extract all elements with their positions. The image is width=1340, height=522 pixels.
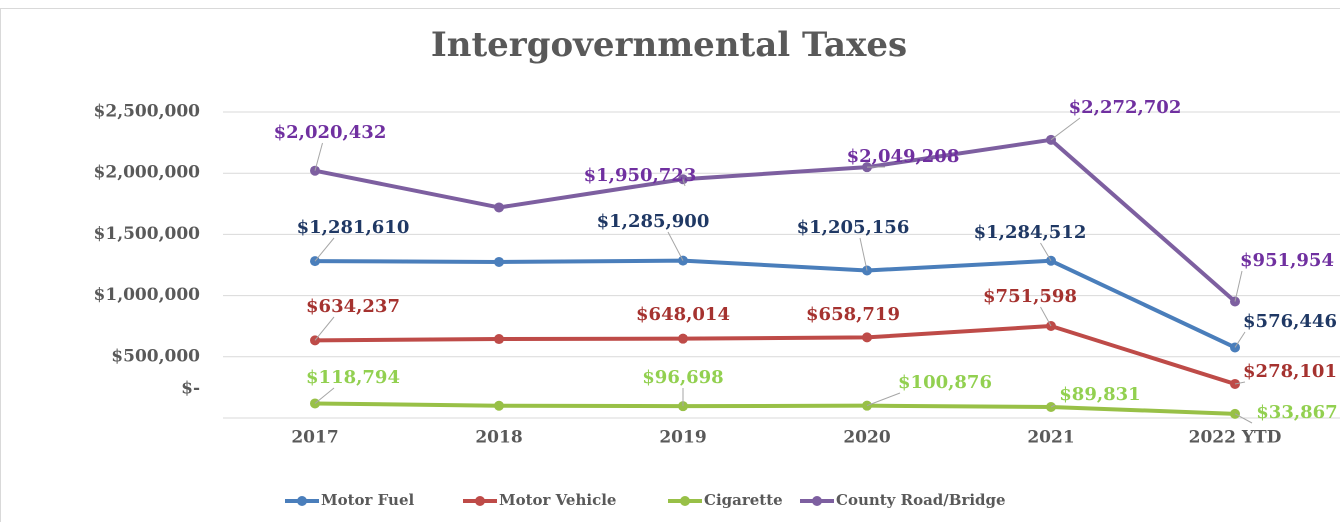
x-tick-label: 2018 — [475, 428, 522, 448]
point — [494, 400, 504, 411]
data-label: $2,020,432 — [274, 122, 387, 143]
legend-label: County Road/Bridge — [836, 491, 1006, 509]
chart-title: Intergovernmental Taxes — [431, 25, 907, 65]
data-label: $1,281,610 — [297, 217, 410, 238]
data-label: $951,954 — [1240, 250, 1334, 271]
data-label: $1,284,512 — [974, 222, 1087, 243]
leader-line — [1234, 381, 1246, 385]
leader-line — [866, 392, 901, 407]
leader-line — [314, 387, 335, 404]
leader-line — [1050, 117, 1081, 141]
legend-marker — [297, 496, 307, 506]
data-label: $96,698 — [642, 367, 723, 388]
x-tick-label: 2021 — [1027, 428, 1074, 448]
leader-line — [1234, 270, 1243, 302]
leader-line — [859, 237, 868, 271]
leader-line — [682, 179, 686, 187]
legend-marker — [812, 496, 822, 506]
data-label: $278,101 — [1243, 361, 1337, 382]
data-label: $1,285,900 — [597, 211, 710, 232]
legend-label: Motor Fuel — [321, 491, 415, 509]
point — [494, 334, 504, 345]
leader-line — [667, 231, 684, 261]
chart-border — [0, 8, 1340, 522]
data-label: $658,719 — [806, 304, 900, 325]
data-label: $1,950,723 — [584, 165, 697, 186]
y-tick-label: $- — [181, 379, 200, 399]
y-tick-label: $1,000,000 — [94, 285, 201, 305]
data-label: $33,867 — [1256, 402, 1337, 423]
leader-line — [1040, 242, 1052, 262]
data-label: $751,598 — [983, 286, 1077, 307]
point — [494, 202, 504, 213]
legend-marker — [475, 496, 485, 506]
x-tick-label: 2017 — [291, 428, 338, 448]
point — [678, 333, 688, 344]
y-tick-label: $500,000 — [111, 346, 200, 366]
data-label: $576,446 — [1243, 311, 1337, 332]
y-tick-label: $2,500,000 — [94, 102, 201, 122]
data-label: $89,831 — [1059, 384, 1140, 405]
x-tick-label: 2022 YTD — [1189, 428, 1282, 448]
series-line — [314, 401, 1236, 416]
data-label: $118,794 — [306, 367, 400, 388]
leader-line — [314, 316, 335, 341]
y-tick-label: $2,000,000 — [94, 163, 201, 183]
series-line — [314, 324, 1236, 386]
data-label: $2,049,208 — [847, 146, 960, 167]
series-line — [314, 137, 1237, 303]
legend-label: Motor Vehicle — [499, 491, 616, 509]
leader-line — [314, 237, 335, 262]
legend-label: Cigarette — [704, 491, 783, 509]
data-label: $648,014 — [636, 304, 730, 325]
x-tick-label: 2019 — [659, 428, 706, 448]
series-line — [314, 258, 1236, 350]
data-label: $634,237 — [306, 296, 400, 317]
leader-line — [1234, 331, 1246, 348]
point — [862, 332, 872, 343]
point — [494, 256, 504, 267]
data-label: $2,272,702 — [1069, 97, 1182, 118]
y-tick-label: $1,500,000 — [94, 224, 201, 244]
leader-line — [314, 142, 323, 171]
data-label: $1,205,156 — [797, 217, 910, 238]
legend-marker — [680, 496, 690, 506]
leader-line — [1040, 306, 1052, 327]
leader-line — [1234, 413, 1253, 424]
data-label: $100,876 — [898, 372, 992, 393]
leader-line — [1050, 404, 1056, 408]
x-tick-label: 2020 — [843, 428, 890, 448]
